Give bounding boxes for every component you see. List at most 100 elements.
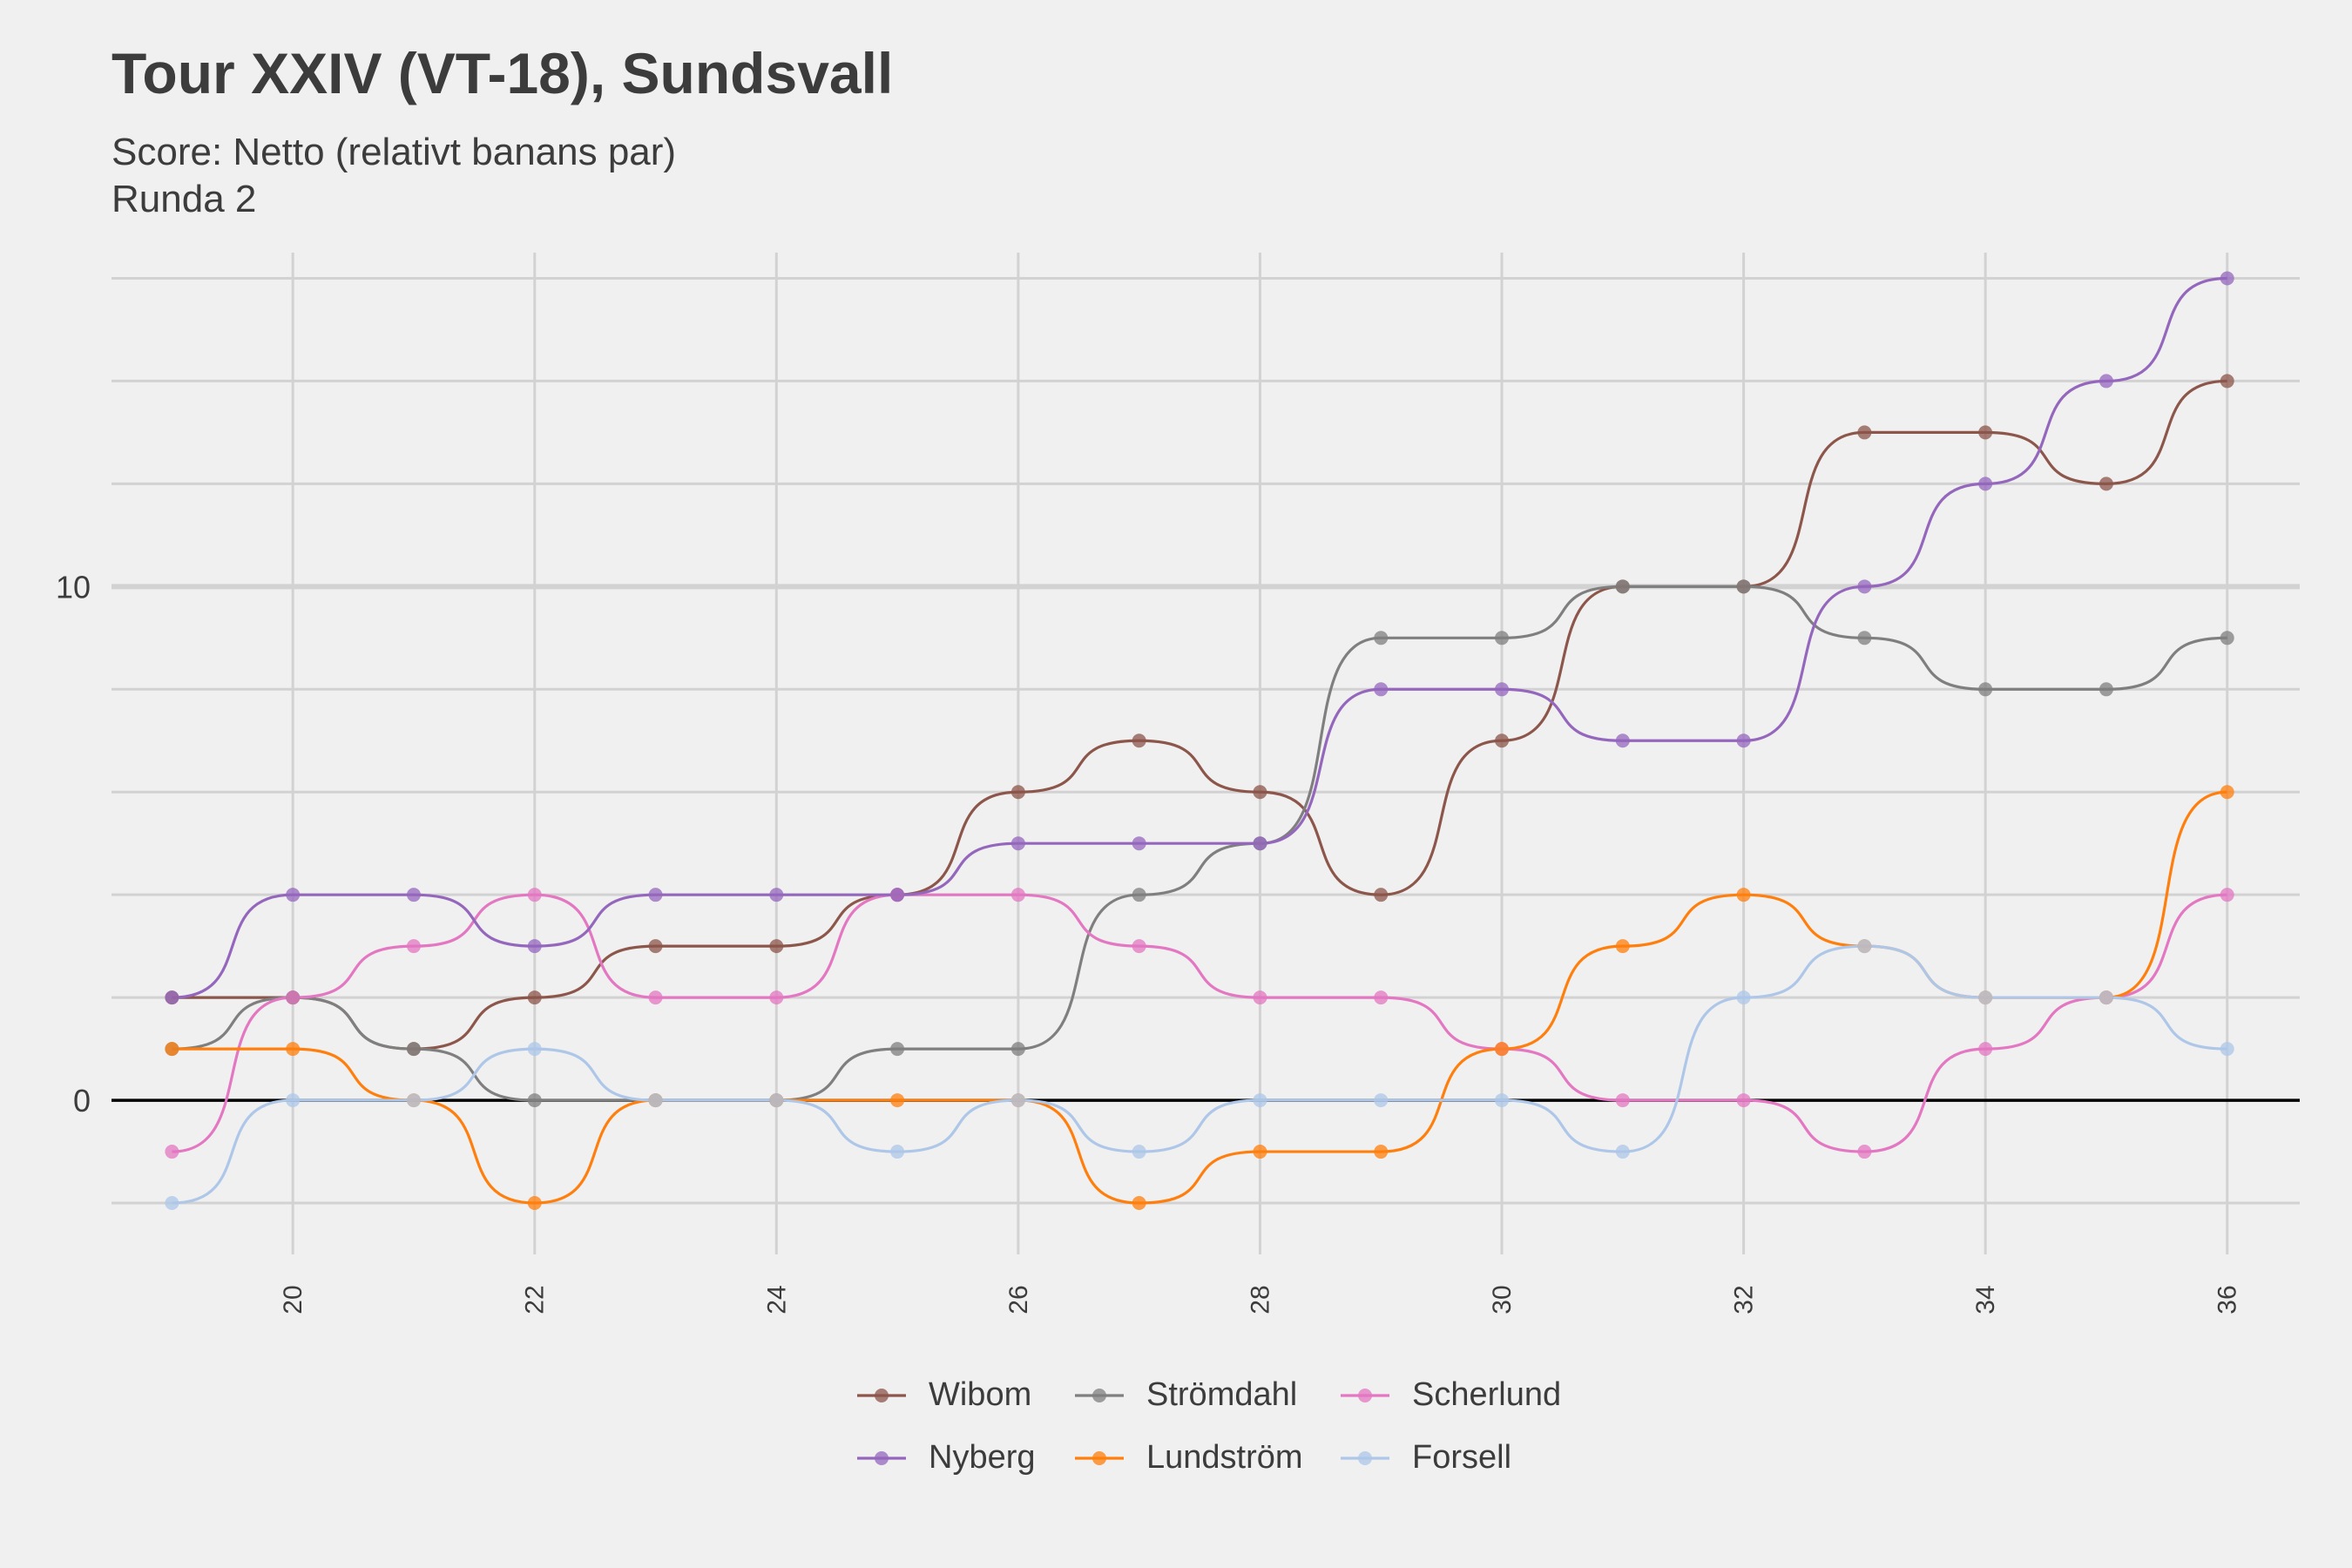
- legend-label: Scherlund: [1412, 1376, 1562, 1413]
- grid-lines: [112, 253, 2300, 1254]
- data-point-str-mdahl: [1736, 579, 1751, 594]
- data-point-nyberg: [1615, 733, 1630, 748]
- data-point-str-mdahl: [2099, 682, 2113, 697]
- data-point-lundstr-m: [1253, 1145, 1267, 1159]
- data-point-nyberg: [2099, 374, 2113, 389]
- x-tick-label: 36: [2213, 1285, 2242, 1314]
- data-point-nyberg: [1132, 836, 1146, 851]
- data-point-str-mdahl: [1132, 888, 1146, 902]
- legend-label: Strömdahl: [1146, 1376, 1298, 1413]
- data-point-wibom: [1132, 733, 1146, 748]
- data-point-str-mdahl: [2220, 631, 2234, 645]
- data-point-lundstr-m: [1736, 888, 1751, 902]
- data-point-wibom: [1010, 785, 1025, 800]
- series-points: [165, 271, 2234, 1211]
- data-point-scherlund: [2220, 888, 2234, 902]
- x-tick-label: 22: [521, 1285, 550, 1314]
- chart-title: Tour XXIV (VT-18), Sundsvall: [112, 41, 894, 105]
- data-point-scherlund: [1253, 990, 1267, 1005]
- legend-key-scherlund: [1341, 1388, 1389, 1402]
- data-point-forsell: [1253, 1093, 1267, 1108]
- data-point-nyberg: [406, 888, 421, 902]
- data-point-forsell: [2220, 1042, 2234, 1057]
- data-point-nyberg: [1374, 682, 1389, 697]
- data-point-nyberg: [1736, 733, 1751, 748]
- data-point-forsell: [165, 1196, 179, 1211]
- data-point-forsell: [1736, 990, 1751, 1005]
- data-point-wibom: [1495, 733, 1510, 748]
- series-line-forsell: [172, 944, 2227, 1205]
- legend-key-lundstr-m: [1075, 1450, 1124, 1465]
- data-point-forsell: [1615, 1145, 1630, 1159]
- legend-key-str-mdahl: [1075, 1388, 1124, 1402]
- data-point-nyberg: [2220, 271, 2234, 286]
- legend-item-nyberg: Nyberg: [854, 1439, 1036, 1477]
- series-line-wibom: [172, 379, 2227, 1051]
- legend-label: Lundström: [1146, 1439, 1303, 1476]
- data-point-forsell: [1495, 1093, 1510, 1108]
- data-point-forsell: [1374, 1093, 1389, 1108]
- data-point-forsell: [2099, 990, 2113, 1005]
- data-point-str-mdahl: [890, 1042, 905, 1057]
- data-point-str-mdahl: [1495, 631, 1510, 645]
- legend-label: Forsell: [1412, 1439, 1512, 1476]
- data-point-lundstr-m: [527, 1196, 542, 1211]
- data-point-forsell: [890, 1145, 905, 1159]
- legend-key-point: [875, 1388, 889, 1402]
- series-line-scherlund: [172, 893, 2227, 1153]
- data-point-forsell: [286, 1093, 301, 1108]
- x-tick-label: 26: [1004, 1285, 1033, 1314]
- data-point-forsell: [1857, 939, 1872, 954]
- data-point-scherlund: [1010, 888, 1025, 902]
- legend-item-str-mdahl: Strömdahl: [1071, 1376, 1297, 1414]
- data-point-lundstr-m: [1495, 1042, 1510, 1057]
- data-point-nyberg: [1495, 682, 1510, 697]
- data-point-wibom: [769, 939, 784, 954]
- data-point-str-mdahl: [1374, 631, 1389, 645]
- x-tick-label: 32: [1730, 1285, 1759, 1314]
- data-point-scherlund: [1615, 1093, 1630, 1108]
- x-tick-label: 30: [1488, 1285, 1517, 1314]
- data-point-wibom: [2099, 476, 2113, 491]
- legend-item-wibom: Wibom: [854, 1376, 1031, 1414]
- legend-key-point: [875, 1450, 889, 1465]
- data-point-wibom: [1857, 425, 1872, 440]
- data-point-wibom: [1253, 785, 1267, 800]
- legend-key-forsell: [1341, 1450, 1389, 1465]
- data-point-str-mdahl: [1010, 1042, 1025, 1057]
- data-point-wibom: [527, 990, 542, 1005]
- legend-key-point: [1358, 1388, 1372, 1402]
- data-point-scherlund: [1132, 939, 1146, 954]
- data-point-scherlund: [1374, 990, 1389, 1005]
- data-point-lundstr-m: [890, 1093, 905, 1108]
- x-tick-label: 20: [279, 1285, 308, 1314]
- series-line-nyberg: [172, 276, 2227, 999]
- legend-label: Nyberg: [929, 1439, 1036, 1476]
- x-tick-label: 28: [1246, 1285, 1274, 1314]
- data-point-nyberg: [648, 888, 663, 902]
- data-point-nyberg: [286, 888, 301, 902]
- data-point-lundstr-m: [1132, 1196, 1146, 1211]
- y-tick-label: 10: [56, 569, 91, 605]
- data-point-forsell: [1978, 990, 1993, 1005]
- chart-subtitle: Score: Netto (relativt banans par): [112, 131, 677, 173]
- data-point-wibom: [2220, 374, 2234, 389]
- data-point-wibom: [1374, 888, 1389, 902]
- data-point-scherlund: [1736, 1093, 1751, 1108]
- data-point-str-mdahl: [1978, 682, 1993, 697]
- data-point-nyberg: [527, 939, 542, 954]
- x-tick-label: 24: [762, 1285, 791, 1314]
- data-point-lundstr-m: [165, 1042, 179, 1057]
- data-point-wibom: [1978, 425, 1993, 440]
- legend-key-point: [1092, 1388, 1106, 1402]
- data-point-forsell: [769, 1093, 784, 1108]
- data-point-nyberg: [1978, 476, 1993, 491]
- data-point-str-mdahl: [1615, 579, 1630, 594]
- data-point-str-mdahl: [527, 1093, 542, 1108]
- legend-label: Wibom: [929, 1376, 1032, 1413]
- data-point-str-mdahl: [406, 1042, 421, 1057]
- legend-key-nyberg: [857, 1450, 906, 1465]
- data-point-forsell: [648, 1093, 663, 1108]
- data-point-scherlund: [648, 990, 663, 1005]
